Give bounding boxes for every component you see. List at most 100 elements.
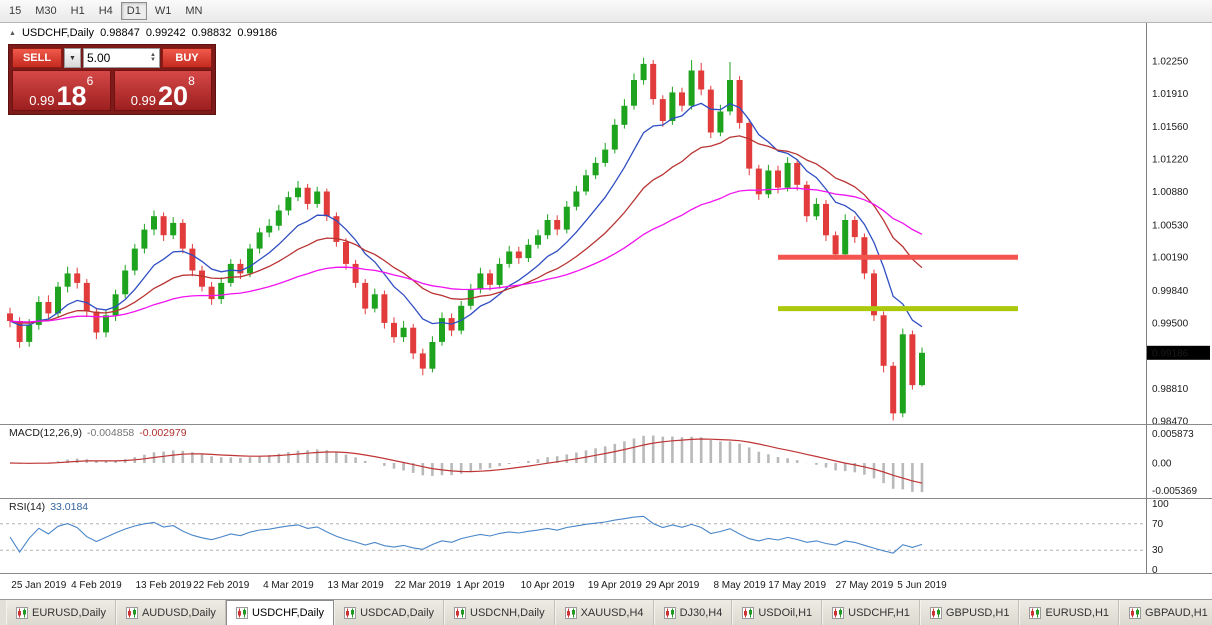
chart-tab-icon <box>235 607 248 619</box>
timeframe-button-15[interactable]: 15 <box>3 2 27 20</box>
stepper-up-icon[interactable]: ▲ <box>150 52 156 58</box>
date-label: 17 May 2019 <box>768 580 827 591</box>
rsi-label: RSI(14) 33.0184 <box>9 501 88 513</box>
lot-dropdown-button[interactable]: ▼ <box>64 48 81 68</box>
chart-tab-xauusd-h4[interactable]: XAUUSD,H4 <box>554 600 654 625</box>
chart-tab-icon <box>564 606 577 619</box>
svg-text:0.99186: 0.99186 <box>1152 348 1189 359</box>
timeframe-toolbar: 15 M30 H1 H4 D1 W1 MN <box>0 0 1212 23</box>
symbol-label: USDCHF,Daily <box>21 27 95 39</box>
chart-tab-icon <box>344 606 357 619</box>
macd-indicator-pane[interactable]: 0.005873 0.00 -0.005369 <box>0 424 1212 498</box>
macd-main-value: -0.004858 <box>86 427 135 439</box>
chevron-down-icon: ▼ <box>69 54 76 62</box>
chart-tab-icon <box>1129 606 1142 619</box>
tab-label: GBPUSD,H1 <box>945 606 1010 619</box>
svg-text:70: 70 <box>1152 519 1164 530</box>
date-label: 22 Mar 2019 <box>394 580 451 591</box>
tab-label: DJ30,H4 <box>679 606 723 619</box>
date-label: 13 Feb 2019 <box>135 580 192 591</box>
chart-tab-icon <box>16 606 28 619</box>
lot-size-field[interactable]: 5.00 ▲ ▼ <box>83 48 160 68</box>
rsi-name: RSI(14) <box>9 501 46 513</box>
ohlc-high: 0.99242 <box>145 27 186 39</box>
chart-tab-eurusd-h1[interactable]: EURUSD,H1 <box>1019 600 1120 625</box>
svg-text:0.99840: 0.99840 <box>1152 286 1189 297</box>
chart-tab-usdchf-daily[interactable]: USDCHF,Daily <box>225 600 335 625</box>
tab-label: USDCAD,Daily <box>360 606 435 619</box>
svg-text:1.00190: 1.00190 <box>1152 253 1189 264</box>
date-label: 27 May 2019 <box>835 580 894 591</box>
svg-text:0: 0 <box>1152 565 1158 573</box>
macd-name: MACD(12,26,9) <box>9 427 82 439</box>
timeframe-button-m30[interactable]: M30 <box>29 2 62 20</box>
chart-tab-usdcad-daily[interactable]: USDCAD,Daily <box>334 600 445 625</box>
timeframe-button-h4[interactable]: H4 <box>93 2 119 20</box>
svg-text:0.00: 0.00 <box>1152 459 1172 470</box>
buy-button[interactable]: BUY <box>162 48 212 68</box>
chart-title: ▲ USDCHF,Daily 0.98847 0.99242 0.98832 0… <box>9 27 277 39</box>
date-label: 5 Jun 2019 <box>897 580 947 591</box>
tab-label: EURUSD,Daily <box>32 606 106 619</box>
chart-tab-icon <box>454 606 467 619</box>
svg-text:1.00880: 1.00880 <box>1152 187 1189 198</box>
chart-tab-usdoil-h1[interactable]: USDOil,H1 <box>732 600 823 625</box>
ohlc-close: 0.99186 <box>237 27 278 39</box>
svg-text:-0.005369: -0.005369 <box>1152 486 1197 497</box>
chart-tab-gbpusd-h1[interactable]: GBPUSD,H1 <box>919 600 1020 625</box>
sell-price-display[interactable]: 0.99 18 6 <box>12 70 111 111</box>
main-price-pane[interactable]: 1.02250 1.01910 1.01560 1.01220 1.00880 1.005… <box>0 23 1212 424</box>
svg-text:1.02250: 1.02250 <box>1152 57 1189 68</box>
timeframe-button-w1[interactable]: W1 <box>149 2 178 20</box>
stepper-down-icon[interactable]: ▼ <box>150 57 156 63</box>
chart-tab-icon <box>663 606 676 619</box>
sell-button[interactable]: SELL <box>12 48 62 68</box>
lot-size-value: 5.00 <box>87 51 111 65</box>
date-label: 4 Mar 2019 <box>263 580 314 591</box>
svg-text:1.01910: 1.01910 <box>1152 89 1189 100</box>
timeframe-button-mn[interactable]: MN <box>179 2 208 20</box>
one-click-trading-panel: SELL ▼ 5.00 ▲ ▼ BUY 0.99 18 6 0.99 20 <box>8 44 216 115</box>
chart-tab-dj30-h4[interactable]: DJ30,H4 <box>653 600 733 625</box>
date-label: 8 May 2019 <box>713 580 766 591</box>
svg-text:1.01560: 1.01560 <box>1152 122 1189 133</box>
date-label: 10 Apr 2019 <box>520 580 575 591</box>
tab-label: USDCHF,H1 <box>848 606 910 619</box>
chart-tab-usdcnh-daily[interactable]: USDCNH,Daily <box>444 600 555 625</box>
buy-price-prefix: 0.99 <box>130 93 157 108</box>
tab-label: EURUSD,H1 <box>1045 606 1110 619</box>
buy-price-sup: 8 <box>188 74 195 88</box>
svg-text:100: 100 <box>1152 499 1169 510</box>
chart-tab-audusd-daily[interactable]: AUDUSD,Daily <box>115 600 226 625</box>
chart-tab-usdchf-h1[interactable]: USDCHF,H1 <box>822 600 920 625</box>
chart-tab-eurusd-daily[interactable]: EURUSD,Daily <box>6 600 116 625</box>
macd-signal-value: -0.002979 <box>139 427 187 439</box>
tab-label: USDCNH,Daily <box>470 606 545 619</box>
chart-tab-gbpaud-h1[interactable]: GBPAUD,H1 <box>1119 600 1212 625</box>
lot-stepper[interactable]: ▲ ▼ <box>150 52 156 63</box>
buy-price-big: 20 <box>158 81 189 111</box>
sell-price-prefix: 0.99 <box>29 93 55 108</box>
chart-tab-icon <box>125 606 138 619</box>
date-label: 29 Apr 2019 <box>645 580 700 591</box>
bottom-tabbar: EURUSD,Daily AUDUSD,Daily USDCHF,Daily USDC… <box>0 599 1212 625</box>
buy-price-display[interactable]: 0.99 20 8 <box>113 70 212 111</box>
macd-label: MACD(12,26,9) -0.004858 -0.002979 <box>9 427 187 439</box>
svg-text:0.99500: 0.99500 <box>1152 318 1189 329</box>
tab-label: XAUUSD,H4 <box>580 606 644 619</box>
svg-text:0.98470: 0.98470 <box>1152 417 1189 425</box>
date-label: 13 Mar 2019 <box>327 580 384 591</box>
rsi-indicator-pane[interactable]: 100 70 30 0 <box>0 498 1212 573</box>
time-axis[interactable]: 25 Jan 2019 4 Feb 2019 13 Feb 2019 22 Feb 2… <box>0 573 1212 600</box>
rsi-value: 33.0184 <box>50 501 89 513</box>
chart-tab-icon <box>929 606 942 619</box>
date-label: 1 Apr 2019 <box>456 580 505 591</box>
date-label: 25 Jan 2019 <box>11 580 67 591</box>
date-label: 19 Apr 2019 <box>587 580 642 591</box>
timeframe-button-h1[interactable]: H1 <box>65 2 91 20</box>
timeframe-button-d1[interactable]: D1 <box>120 2 147 20</box>
collapse-icon[interactable]: ▲ <box>9 29 16 37</box>
svg-text:30: 30 <box>1152 545 1164 556</box>
sell-price-sup: 6 <box>86 74 94 88</box>
